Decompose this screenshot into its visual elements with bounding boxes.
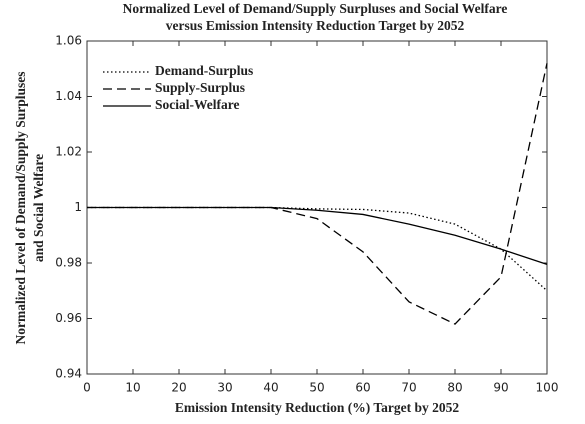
y-tick-label: 1.04 [55,89,82,103]
chart-title: versus Emission Intensity Reduction Targ… [166,18,465,33]
x-tick-label: 0 [83,381,91,395]
y-tick-label: 0.96 [55,311,82,325]
legend-label: Supply-Surplus [155,80,245,95]
y-tick-label: 1 [74,200,82,214]
x-tick-label: 10 [125,381,140,395]
x-axis-label: Emission Intensity Reduction (%) Target … [175,400,460,415]
x-tick-label: 90 [493,381,508,395]
x-tick-label: 30 [217,381,232,395]
x-tick-label: 20 [171,381,186,395]
chart-title: Normalized Level of Demand/Supply Surplu… [123,1,508,16]
x-tick-label: 80 [447,381,462,395]
series-line [87,206,548,292]
y-tick-label: 1.02 [55,145,82,159]
x-tick-label: 100 [536,381,559,395]
legend-label: Social-Welfare [155,97,239,112]
y-tick-label: 0.98 [55,256,82,270]
legend-label: Demand-Surplus [155,63,253,78]
y-axis-label: and Social Welfare [31,154,46,262]
y-tick-label: 0.94 [55,367,82,381]
x-tick-label: 40 [263,381,278,395]
x-tick-label: 60 [355,381,370,395]
y-tick-label: 1.06 [55,34,82,48]
series-line [87,206,548,266]
y-axis-label: Normalized Level of Demand/Supply Surplu… [13,71,28,344]
x-tick-label: 70 [401,381,416,395]
x-tick-label: 50 [309,381,324,395]
